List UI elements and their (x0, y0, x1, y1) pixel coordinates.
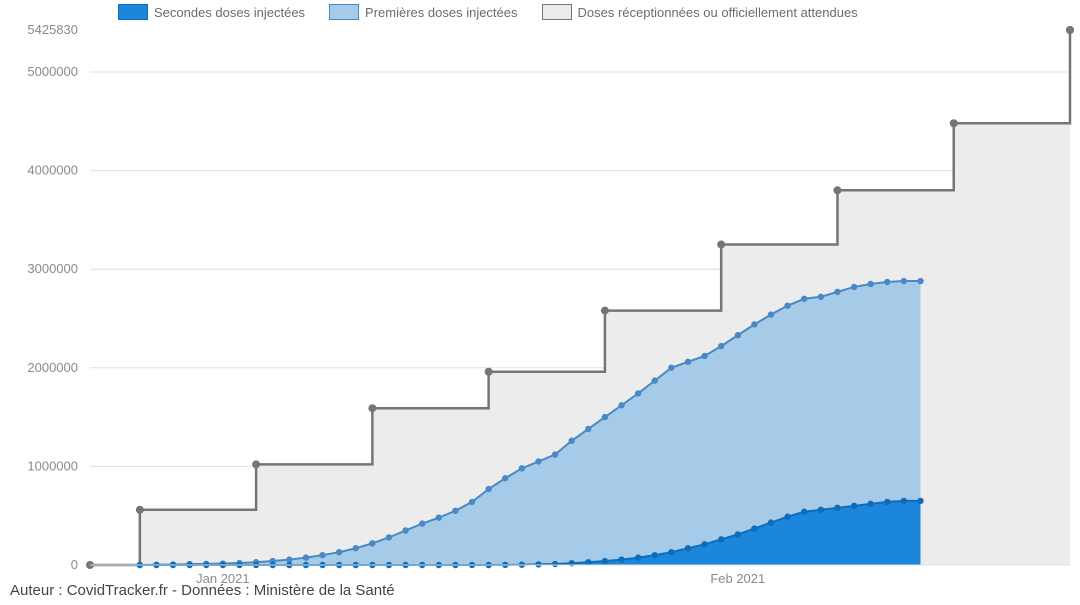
svg-text:3000000: 3000000 (27, 261, 78, 276)
legend-item-second-doses: Secondes doses injectées (118, 4, 305, 20)
svg-text:0: 0 (71, 557, 78, 572)
svg-text:5000000: 5000000 (27, 64, 78, 79)
svg-text:4000000: 4000000 (27, 163, 78, 178)
legend-swatch (118, 4, 148, 20)
svg-text:5425830: 5425830 (27, 22, 78, 37)
legend-label: Premières doses injectées (365, 5, 517, 20)
legend-swatch (329, 4, 359, 20)
legend-label: Doses réceptionnées ou officiellement at… (578, 5, 858, 20)
chart-svg: 0 1000000 2000000 3000000 4000000 5000000 5425… (0, 0, 1080, 605)
svg-text:2000000: 2000000 (27, 360, 78, 375)
svg-text:Feb 2021: Feb 2021 (710, 571, 765, 586)
legend-item-supply: Doses réceptionnées ou officiellement at… (542, 4, 858, 20)
svg-text:1000000: 1000000 (27, 458, 78, 473)
legend: Secondes doses injectées Premières doses… (118, 4, 858, 20)
chart-caption: Auteur : CovidTracker.fr - Données : Min… (10, 582, 395, 599)
legend-swatch (542, 4, 572, 20)
legend-label: Secondes doses injectées (154, 5, 305, 20)
legend-item-first-doses: Premières doses injectées (329, 4, 517, 20)
chart-container: Secondes doses injectées Premières doses… (0, 0, 1080, 605)
